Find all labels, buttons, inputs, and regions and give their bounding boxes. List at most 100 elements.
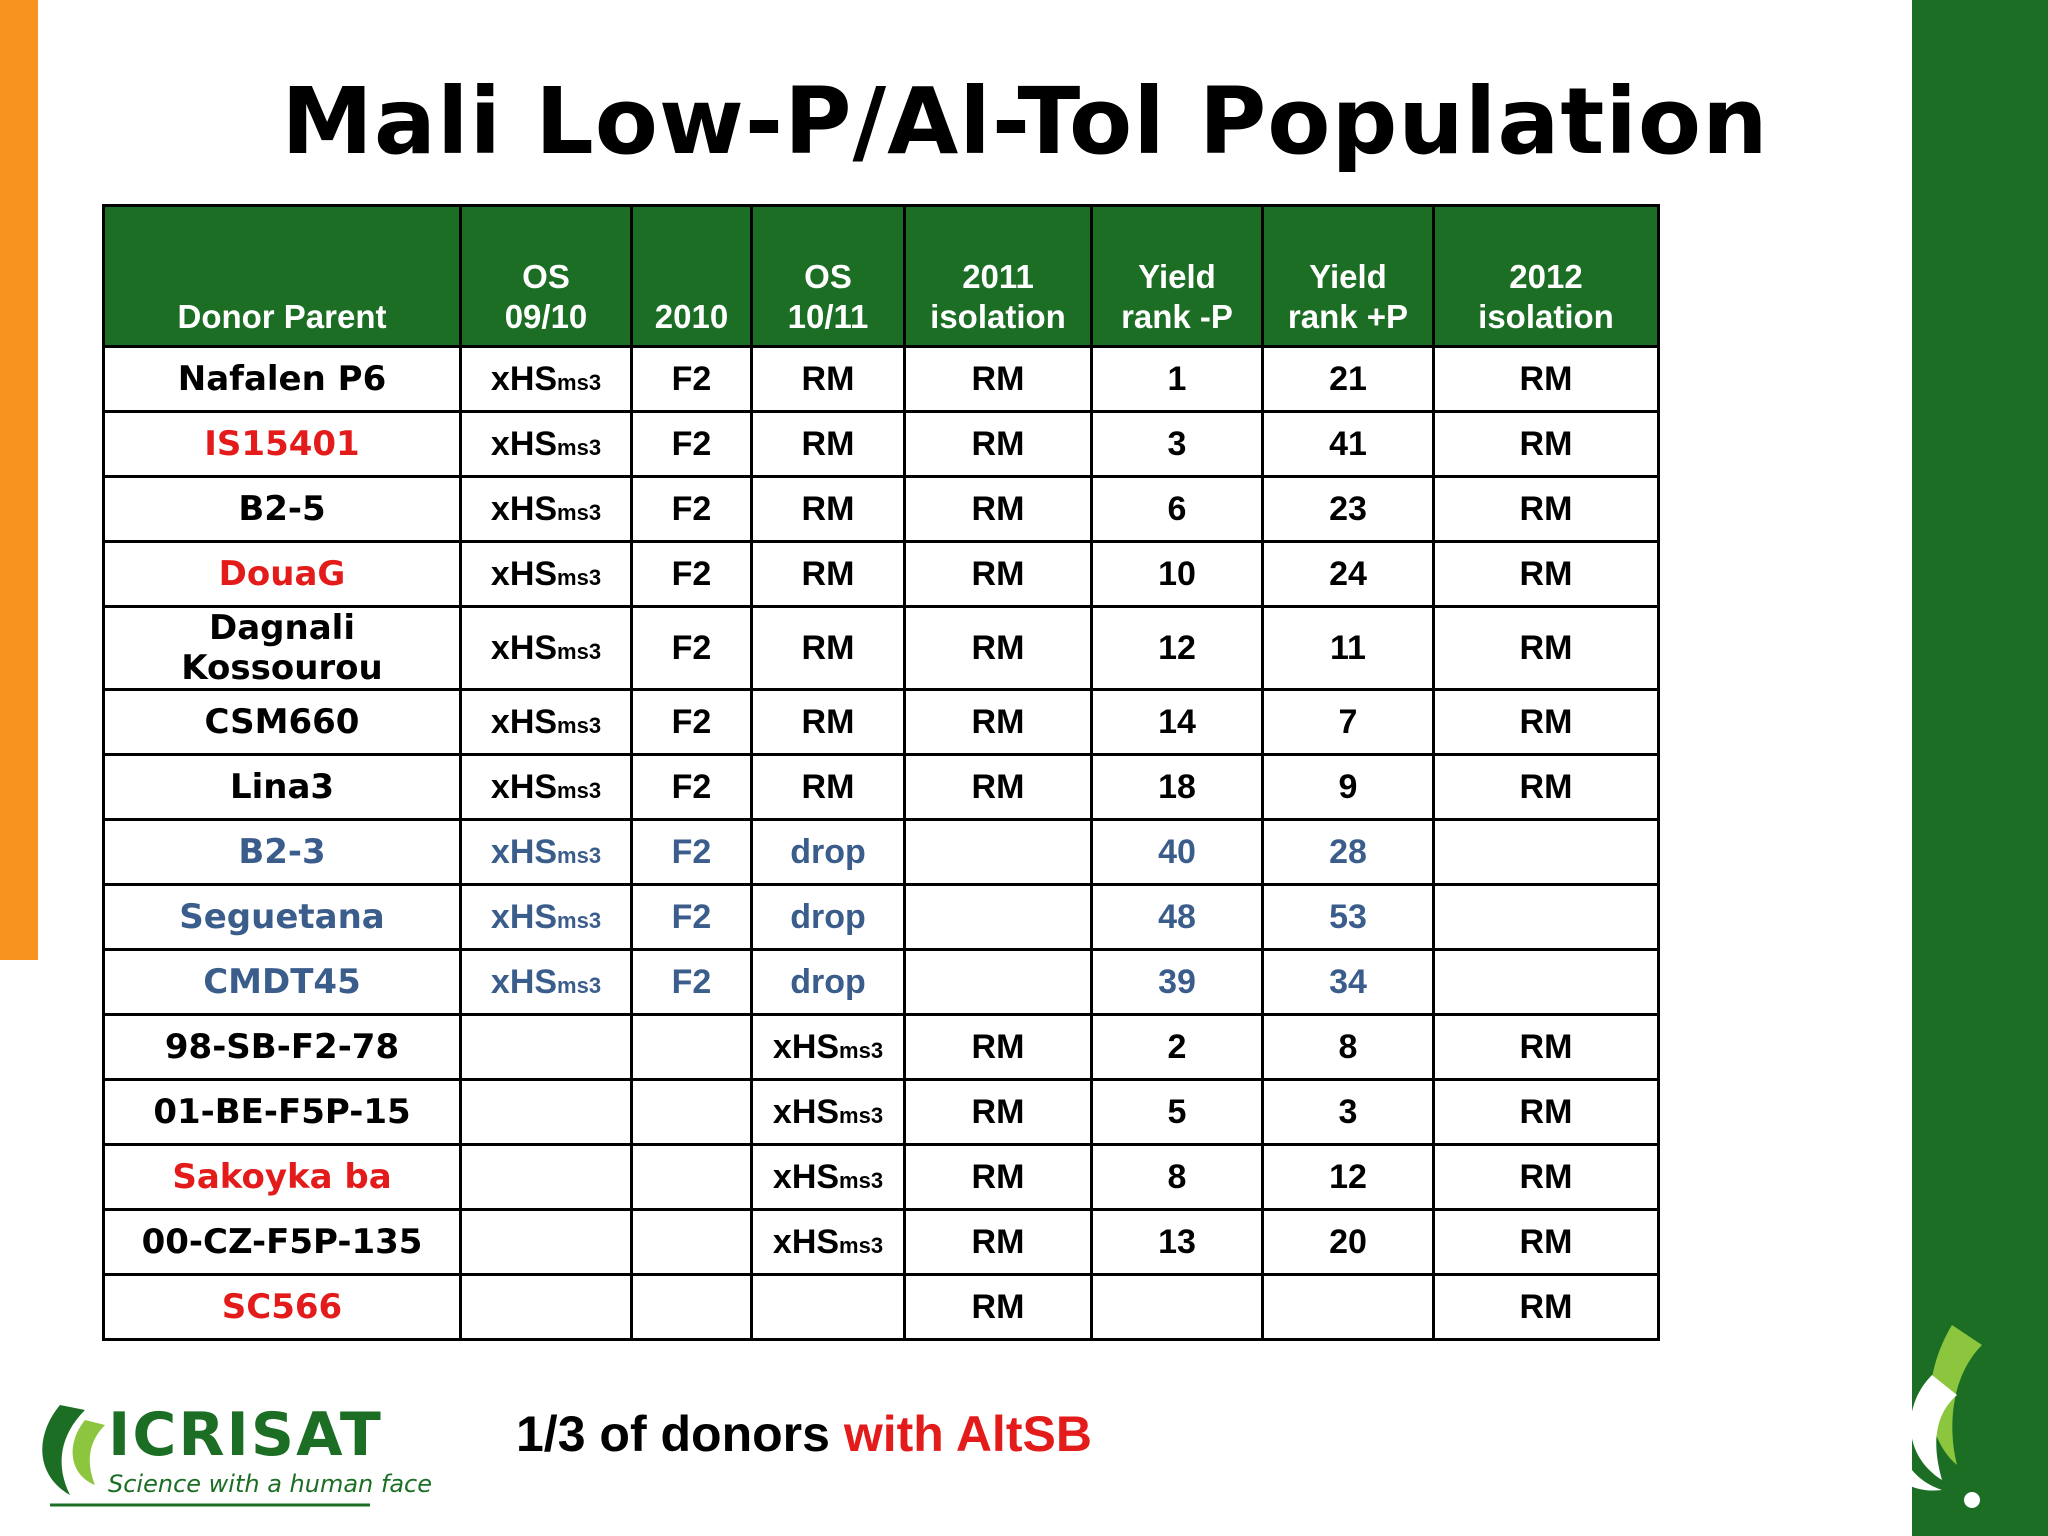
yield-rank-plus-p-cell-value: 9 <box>1338 767 1358 806</box>
isolation-2012-cell: RM <box>1432 345 1660 413</box>
donor-parent-cell-value: IS15401 <box>204 424 360 464</box>
year-2010-cell: F2 <box>630 688 753 756</box>
donor-parent-cell: DouaG <box>102 540 462 608</box>
yield-rank-plus-p-cell-value: 21 <box>1329 359 1367 398</box>
year-2010-cell <box>630 1078 753 1146</box>
os-0910-cell-value: xHS <box>490 897 558 936</box>
isolation-2012-cell-value: RM <box>1519 424 1573 463</box>
yield-rank-minus-p-cell-value: 6 <box>1167 489 1187 528</box>
os-1011-cell: xHSms3 <box>750 1078 906 1146</box>
yield-rank-minus-p-cell: 18 <box>1090 753 1264 821</box>
os-1011-cell-value: drop <box>790 962 866 1001</box>
os-1011-cell: xHSms3 <box>750 1143 906 1211</box>
yield-rank-plus-p-cell-value: 53 <box>1329 897 1367 936</box>
table-row: 00-CZ-F5P-135 xHSms3 RM 13 20 RM <box>102 1208 1660 1276</box>
os-1011-cell: RM <box>750 688 906 756</box>
yield-rank-minus-p-cell: 3 <box>1090 410 1264 478</box>
donor-parent-cell-value: CMDT45 <box>203 962 361 1002</box>
os-0910-cell-value: xHS <box>490 554 558 593</box>
os-1011-cell: drop <box>750 948 906 1016</box>
isolation-2012-cell: RM <box>1432 1208 1660 1276</box>
isolation-2012-cell <box>1432 948 1660 1016</box>
os-1011-cell: RM <box>750 345 906 413</box>
year-2010-cell-value: F2 <box>671 489 712 528</box>
page-title: Mali Low-P/Al-Tol Population <box>281 68 1769 175</box>
table-row: Dagnali Kossourou xHSms3 F2 RM RM 12 11 RM <box>102 605 1660 691</box>
isolation-2011-cell-value: RM <box>971 424 1025 463</box>
donor-parent-cell: CMDT45 <box>102 948 462 1016</box>
yield-rank-minus-p-cell-value: 13 <box>1158 1222 1196 1261</box>
os-1011-cell-value: RM <box>801 489 855 528</box>
isolation-2012-cell-value: RM <box>1519 1287 1573 1326</box>
column-header-line1: OS <box>804 258 852 295</box>
os-1011-cell-value: RM <box>801 554 855 593</box>
donor-parent-cell-value: Dagnali Kossourou <box>181 608 383 688</box>
table-row: Lina3 xHSms3 F2 RM RM 18 9 RM <box>102 753 1660 821</box>
os-0910-cell-value: xHS <box>490 962 558 1001</box>
yield-rank-plus-p-cell: 23 <box>1261 475 1435 543</box>
table-row: Sakoyka ba xHSms3 RM 8 12 RM <box>102 1143 1660 1211</box>
table-body: Nafalen P6 xHSms3 F2 RM RM 1 21 RM IS15401 xHSms3… <box>102 345 1660 1341</box>
os-0910-cell-subscript: ms3 <box>557 499 602 525</box>
os-1011-cell-value: drop <box>790 897 866 936</box>
yield-rank-plus-p-cell: 12 <box>1261 1143 1435 1211</box>
yield-rank-minus-p-cell-value: 2 <box>1167 1027 1187 1066</box>
population-table: Donor Parent OS 09/10 2010 OS 10/11 2011 isolat… <box>102 204 1660 1341</box>
column-header: Donor Parent <box>102 204 462 348</box>
green-side-bar <box>1912 0 2048 1536</box>
yield-rank-minus-p-cell-value: 5 <box>1167 1092 1187 1131</box>
isolation-2012-cell <box>1432 883 1660 951</box>
yield-rank-minus-p-cell: 6 <box>1090 475 1264 543</box>
leaf-emblem-icon <box>1880 1325 1982 1508</box>
isolation-2011-cell-value: RM <box>971 359 1025 398</box>
year-2010-cell <box>630 1208 753 1276</box>
year-2010-cell: F2 <box>630 883 753 951</box>
column-header: 2011 isolation <box>903 204 1093 348</box>
os-0910-cell <box>459 1013 633 1081</box>
year-2010-cell-value: F2 <box>671 424 712 463</box>
year-2010-cell-value: F2 <box>671 628 712 667</box>
os-1011-cell-value: xHS <box>772 1157 840 1196</box>
year-2010-cell-value: F2 <box>671 897 712 936</box>
os-0910-cell: xHSms3 <box>459 818 633 886</box>
column-header-line2: 10/11 <box>787 298 869 335</box>
yield-rank-minus-p-cell-value: 3 <box>1167 424 1187 463</box>
isolation-2011-cell <box>903 818 1093 886</box>
column-header-line1: 2011 <box>962 258 1034 295</box>
os-0910-cell-value: xHS <box>490 767 558 806</box>
isolation-2011-cell: RM <box>903 1078 1093 1146</box>
yield-rank-minus-p-cell: 10 <box>1090 540 1264 608</box>
yield-rank-minus-p-cell-value: 1 <box>1167 359 1187 398</box>
table-row: CSM660 xHSms3 F2 RM RM 14 7 RM <box>102 688 1660 756</box>
column-header: Yield rank +P <box>1261 204 1435 348</box>
donor-parent-cell: Dagnali Kossourou <box>102 605 462 691</box>
yield-rank-minus-p-cell-value: 40 <box>1158 832 1196 871</box>
table-row: Seguetana xHSms3 F2 drop 48 53 <box>102 883 1660 951</box>
os-0910-cell-subscript: ms3 <box>557 638 602 664</box>
donor-parent-cell-value: Lina3 <box>229 767 335 807</box>
yield-rank-plus-p-cell-value: 24 <box>1329 554 1367 593</box>
isolation-2012-cell-value: RM <box>1519 489 1573 528</box>
yield-rank-plus-p-cell: 41 <box>1261 410 1435 478</box>
os-0910-cell-value: xHS <box>490 628 558 667</box>
os-1011-cell-subscript: ms3 <box>839 1167 884 1193</box>
yield-rank-plus-p-cell: 8 <box>1261 1013 1435 1081</box>
icrisat-logo-icon <box>42 1405 370 1507</box>
table-row: B2-5 xHSms3 F2 RM RM 6 23 RM <box>102 475 1660 543</box>
yield-rank-minus-p-cell-value: 10 <box>1158 554 1196 593</box>
isolation-2012-cell-value: RM <box>1519 628 1573 667</box>
year-2010-cell-value: F2 <box>671 962 712 1001</box>
table-header-row: Donor Parent OS 09/10 2010 OS 10/11 2011 isolat… <box>102 204 1660 348</box>
os-1011-cell: RM <box>750 475 906 543</box>
os-1011-cell-value: RM <box>801 424 855 463</box>
table-row: CMDT45 xHSms3 F2 drop 39 34 <box>102 948 1660 1016</box>
column-header: OS 10/11 <box>750 204 906 348</box>
os-1011-cell-subscript: ms3 <box>839 1037 884 1063</box>
column-header-line1: 2012 <box>1509 258 1583 295</box>
yield-rank-plus-p-cell: 9 <box>1261 753 1435 821</box>
yield-rank-minus-p-cell: 2 <box>1090 1013 1264 1081</box>
os-0910-cell <box>459 1273 633 1341</box>
yield-rank-plus-p-cell: 7 <box>1261 688 1435 756</box>
yield-rank-minus-p-cell: 5 <box>1090 1078 1264 1146</box>
isolation-2011-cell: RM <box>903 410 1093 478</box>
